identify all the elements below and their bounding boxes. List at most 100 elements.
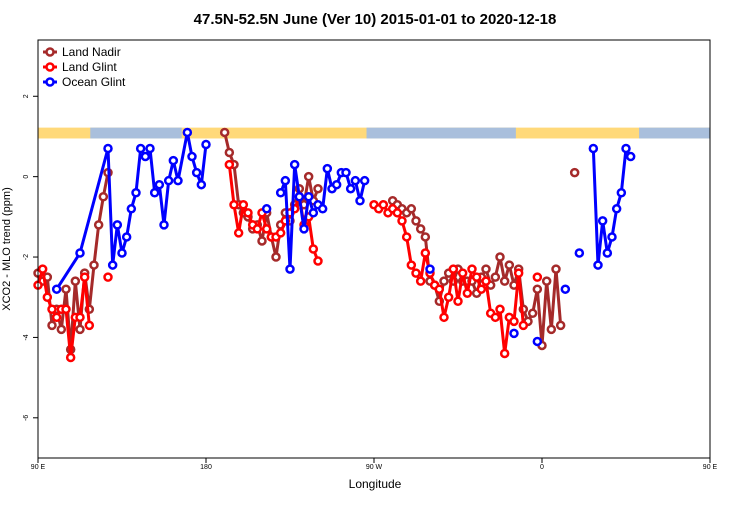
data-point	[135, 143, 146, 154]
data-point	[476, 284, 487, 294]
data-point	[607, 232, 617, 242]
legend-marker	[45, 47, 55, 57]
data-point	[532, 284, 543, 294]
data-point	[378, 200, 389, 210]
data-point	[434, 284, 445, 294]
y-tick-label: 2	[23, 94, 30, 98]
x-tick-label: 0	[540, 464, 544, 471]
data-point	[84, 320, 95, 331]
data-point	[289, 159, 300, 170]
legend-marker	[45, 62, 55, 72]
data-point	[219, 127, 230, 138]
data-point	[201, 139, 211, 150]
data-point	[481, 264, 491, 274]
data-point	[271, 252, 281, 262]
data-point	[89, 260, 99, 270]
x-tick-label: 90 E	[31, 464, 46, 471]
land-mask-band	[38, 127, 710, 139]
data-point	[504, 260, 515, 270]
chart-title: 47.5N-52.5N June (Ver 10) 2015-01-01 to …	[194, 11, 557, 28]
data-point	[257, 236, 267, 246]
data-point	[149, 187, 160, 198]
data-point	[79, 272, 90, 282]
data-point	[406, 260, 417, 270]
data-point	[252, 224, 263, 234]
data-point	[103, 272, 113, 282]
data-point	[588, 143, 599, 154]
data-point	[625, 151, 636, 162]
data-point	[61, 304, 71, 315]
data-point	[597, 216, 608, 226]
data-point	[107, 260, 118, 270]
data-point	[392, 208, 403, 218]
data-point	[341, 167, 351, 178]
data-point	[70, 276, 81, 286]
data-point	[159, 220, 169, 230]
data-point	[75, 248, 85, 258]
data-point	[415, 276, 426, 286]
data-point	[308, 208, 319, 218]
x-axis-label: Longitude	[349, 477, 402, 491]
data-point	[471, 272, 482, 282]
data-point	[42, 292, 53, 302]
legend-label: Land Glint	[62, 60, 117, 74]
data-point	[439, 276, 449, 286]
data-point	[65, 352, 76, 363]
data-point	[621, 143, 631, 154]
x-tick-label: 180	[200, 464, 212, 471]
data-point	[93, 220, 104, 230]
data-point	[275, 187, 286, 198]
data-point	[439, 312, 449, 323]
data-point	[140, 151, 151, 162]
data-point	[560, 284, 571, 294]
data-point	[303, 192, 314, 202]
data-point	[555, 320, 566, 331]
y-tick-label: -6	[23, 415, 30, 421]
data-point	[546, 324, 557, 335]
band-ocean-1	[366, 127, 516, 139]
data-point	[37, 264, 48, 274]
data-point	[313, 183, 323, 194]
data-point	[196, 179, 207, 190]
data-point	[51, 284, 62, 294]
data-point	[191, 167, 202, 178]
data-point	[131, 187, 141, 198]
data-point	[317, 204, 328, 214]
data-point	[261, 204, 272, 214]
data-point	[411, 216, 421, 226]
data-point	[495, 252, 505, 262]
data-point	[145, 143, 155, 154]
data-point	[313, 256, 323, 266]
data-point	[616, 187, 627, 198]
data-point	[103, 143, 113, 154]
data-point	[490, 312, 501, 323]
data-point	[56, 324, 67, 335]
data-point	[345, 183, 356, 194]
data-point	[350, 175, 361, 186]
data-point	[574, 248, 585, 258]
data-point	[75, 324, 85, 335]
data-point	[397, 216, 407, 226]
series-group	[33, 127, 636, 363]
y-axis: -6 -4 -2 0 2	[23, 94, 38, 421]
series-2	[51, 127, 636, 347]
data-point	[285, 264, 295, 274]
data-point	[294, 192, 305, 202]
data-point	[425, 264, 435, 274]
data-point	[299, 224, 309, 234]
data-point	[233, 228, 244, 238]
data-point	[355, 196, 365, 206]
data-point	[532, 272, 543, 282]
data-point	[331, 179, 342, 190]
data-point	[467, 264, 477, 274]
data-point	[47, 304, 57, 315]
legend-marker	[45, 77, 55, 87]
data-point	[47, 320, 57, 331]
data-point	[509, 328, 519, 339]
data-point	[187, 151, 197, 162]
data-point	[154, 179, 165, 190]
data-point	[182, 127, 193, 138]
